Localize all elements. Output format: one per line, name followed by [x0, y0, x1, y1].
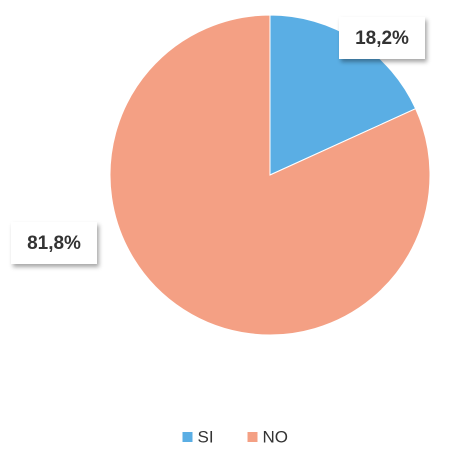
data-label-text: 81,8% [27, 233, 81, 254]
data-label-text: 18,2% [355, 28, 409, 49]
pie-slice [109, 14, 431, 336]
legend-swatch [247, 432, 258, 442]
data-label: 81,8% [11, 222, 97, 264]
legend-label: SI [198, 427, 214, 446]
legend-swatch [182, 432, 193, 442]
data-label-box [11, 222, 97, 264]
data-label-box [339, 17, 425, 59]
data-label: 18,2% [339, 17, 425, 59]
legend-label: NO [263, 427, 289, 446]
